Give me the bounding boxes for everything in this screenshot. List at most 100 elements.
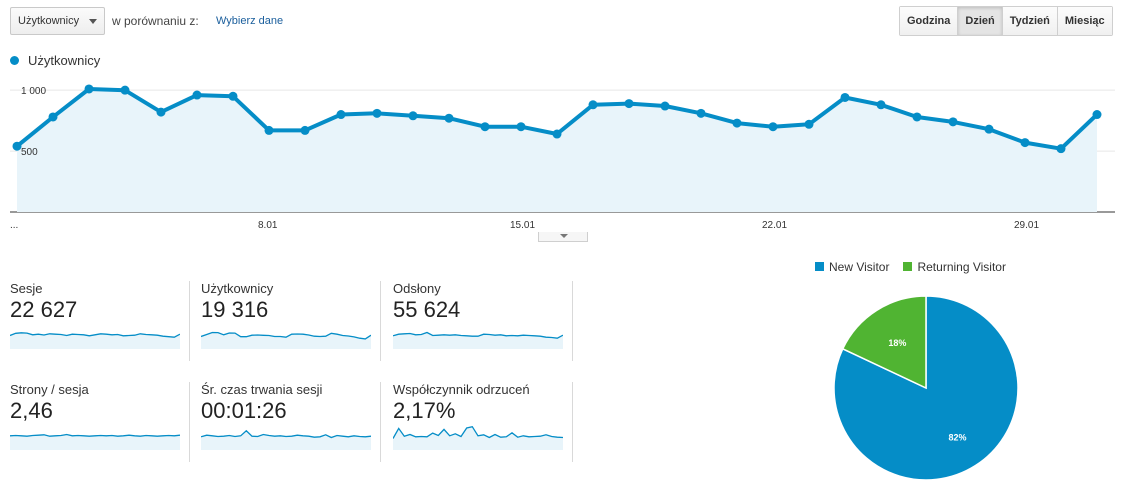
metric-value: 19 316 — [201, 297, 269, 322]
data-point[interactable] — [948, 117, 958, 127]
data-point[interactable] — [120, 85, 130, 95]
data-point[interactable] — [372, 108, 382, 118]
period-selector: Godzina Dzień Tydzień Miesiąc — [899, 6, 1113, 36]
data-point[interactable] — [156, 107, 166, 117]
legend-swatch — [903, 262, 913, 271]
metric-value: 00:01:26 — [201, 398, 287, 423]
x-tick-label: 15.01 — [510, 220, 535, 231]
sparkline-area — [201, 332, 371, 349]
data-point[interactable] — [84, 84, 94, 94]
data-point[interactable] — [516, 122, 526, 132]
sparkline-line — [393, 331, 563, 339]
metric-tile-pages-per-session[interactable]: Strony / sesja 2,46 — [10, 382, 190, 462]
data-point[interactable] — [876, 100, 886, 110]
metric-value: 22 627 — [10, 297, 78, 322]
chevron-down-icon — [89, 19, 97, 24]
metric-label: Użytkownicy — [201, 281, 274, 296]
sparkline-line — [393, 425, 563, 439]
y-tick-label: 500 — [21, 147, 38, 158]
metric-tile-pageviews[interactable]: Odsłony 55 624 — [393, 281, 573, 361]
chart-resize-handle[interactable] — [538, 232, 588, 242]
data-point[interactable] — [1056, 144, 1066, 154]
legend-label: Returning Visitor — [917, 260, 1006, 274]
pie-slice-label: 18% — [888, 338, 906, 348]
period-month-button[interactable]: Miesiąc — [1057, 7, 1112, 35]
visitor-type-pie-chart: 82% 18% — [833, 295, 1019, 481]
sparkline-area — [393, 332, 563, 349]
sparkline — [393, 331, 563, 349]
data-point[interactable] — [480, 122, 490, 132]
data-point[interactable] — [660, 101, 670, 111]
legend-label: New Visitor — [829, 260, 890, 274]
data-point[interactable] — [552, 129, 562, 139]
compare-label: w porównaniu z: — [112, 14, 199, 28]
data-point[interactable] — [228, 91, 238, 101]
caret-down-icon — [560, 234, 568, 238]
metric-select[interactable]: Użytkownicy — [10, 7, 105, 35]
metric-label: Sesje — [10, 281, 43, 296]
x-tick-label: 29.01 — [1014, 220, 1039, 231]
sparkline — [201, 429, 371, 450]
metric-label: Strony / sesja — [10, 382, 89, 397]
data-point[interactable] — [768, 122, 778, 132]
metric-value: 55 624 — [393, 297, 461, 322]
sparkline-area — [10, 332, 180, 349]
data-point[interactable] — [336, 110, 346, 120]
legend-item-returning-visitor[interactable]: Returning Visitor — [903, 260, 1006, 274]
sparkline-line — [10, 433, 180, 437]
data-point[interactable] — [192, 90, 202, 100]
metric-tile-users[interactable]: Użytkownicy 19 316 — [201, 281, 381, 361]
metric-tile-bounce-rate[interactable]: Współczynnik odrzuceń 2,17% — [393, 382, 573, 462]
legend-item-new-visitor[interactable]: New Visitor — [815, 260, 889, 274]
sparkline-line — [201, 429, 371, 439]
sparkline — [10, 332, 180, 349]
data-point[interactable] — [696, 108, 706, 118]
metric-label: Współczynnik odrzuceń — [393, 382, 530, 397]
pie-legend: New Visitor Returning Visitor — [815, 260, 1006, 274]
x-tick-label: ... — [10, 220, 18, 231]
chart-legend: Użytkownicy — [10, 53, 100, 68]
report-toolbar: Użytkownicy w porównaniu z: Wybierz dane… — [0, 0, 1125, 40]
data-point[interactable] — [624, 99, 634, 109]
data-point[interactable] — [588, 100, 598, 110]
pie-slice-label: 82% — [948, 433, 966, 443]
sparkline-area — [201, 430, 371, 450]
sparkline-line — [10, 332, 180, 338]
legend-swatch — [815, 262, 824, 271]
y-tick-label: 1 000 — [21, 86, 46, 97]
period-week-button[interactable]: Tydzień — [1002, 7, 1058, 35]
data-point[interactable] — [48, 112, 58, 122]
data-point[interactable] — [804, 119, 814, 129]
sparkline — [201, 331, 371, 349]
pie-slice-new-visitor[interactable] — [833, 295, 1019, 481]
metric-tile-sessions[interactable]: Sesje 22 627 — [10, 281, 190, 361]
data-point[interactable] — [912, 112, 922, 122]
sparkline — [10, 433, 180, 450]
data-point[interactable] — [732, 118, 742, 128]
data-point[interactable] — [12, 141, 22, 151]
metric-select-value: Użytkownicy — [18, 15, 80, 27]
data-point[interactable] — [264, 125, 274, 135]
data-point[interactable] — [1092, 110, 1102, 120]
select-compare-metric-link[interactable]: Wybierz dane — [216, 15, 284, 27]
data-point[interactable] — [1020, 138, 1030, 148]
data-point[interactable] — [840, 92, 850, 102]
pie-slice-returning-visitor[interactable] — [841, 295, 927, 390]
period-day-button[interactable]: Dzień — [958, 7, 1003, 35]
period-hour-button[interactable]: Godzina — [900, 7, 959, 35]
metric-label: Odsłony — [393, 281, 441, 296]
series-color-dot — [10, 56, 19, 65]
data-point[interactable] — [984, 124, 994, 134]
metric-label: Śr. czas trwania sesji — [201, 382, 323, 397]
metric-tile-avg-session-duration[interactable]: Śr. czas trwania sesji 00:01:26 — [201, 382, 381, 462]
data-point[interactable] — [300, 125, 310, 135]
metric-value: 2,46 — [10, 398, 53, 423]
series-legend-label: Użytkownicy — [28, 53, 101, 68]
data-point[interactable] — [444, 113, 454, 123]
users-line-chart: 1 000 500... 8.01 15.01 22.01 29.01 — [10, 84, 1115, 231]
metric-value: 2,17% — [393, 398, 456, 423]
data-point[interactable] — [408, 111, 418, 121]
sparkline-area — [393, 426, 563, 450]
sparkline — [393, 425, 563, 450]
sparkline-area — [10, 434, 180, 450]
